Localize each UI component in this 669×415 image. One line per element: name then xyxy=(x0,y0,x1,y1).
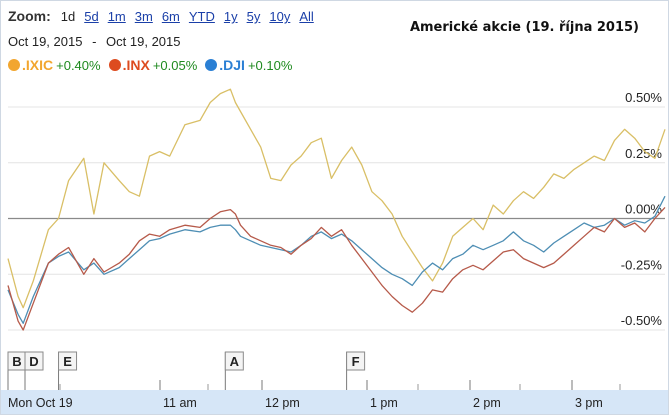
zoom-1d-button[interactable]: 1d xyxy=(60,9,76,24)
event-label: D xyxy=(29,354,38,369)
x-tick-label: 12 pm xyxy=(265,396,300,410)
event-flag-d xyxy=(24,351,44,371)
x-tick-label: 2 pm xyxy=(473,396,501,410)
zoom-1m-button[interactable]: 1m xyxy=(107,9,126,24)
zoom-bar: Zoom: 1d 5d 1m 3m 6m YTD 1y 5y 10y All xyxy=(8,8,323,24)
series-line-inx xyxy=(7,206,666,331)
event-flag-a xyxy=(224,351,244,371)
legend-dot-ixic xyxy=(8,59,20,71)
legend-name-dji: .DJI xyxy=(219,57,245,73)
legend-change-inx: +0.05% xyxy=(152,57,198,73)
y-tick-label: -0.50% xyxy=(621,313,663,328)
zoom-6m-button[interactable]: 6m xyxy=(161,9,180,24)
x-tick-label: 1 pm xyxy=(370,396,398,410)
event-label: F xyxy=(352,354,360,369)
zoom-1y-button[interactable]: 1y xyxy=(223,9,238,24)
x-axis-band xyxy=(1,390,668,414)
y-tick-label: 0.00% xyxy=(625,202,662,217)
zoom-all-button[interactable]: All xyxy=(299,9,314,24)
date-from: Oct 19, 2015 xyxy=(8,34,83,49)
date-to: Oct 19, 2015 xyxy=(106,34,181,49)
legend-item-inx[interactable]: .INX +0.05% xyxy=(108,57,198,73)
x-tick-label: 11 am xyxy=(163,396,197,410)
zoom-3m-button[interactable]: 3m xyxy=(134,9,153,24)
legend-item-ixic[interactable]: .IXIC +0.40% xyxy=(8,57,101,73)
legend-change-dji: +0.10% xyxy=(247,57,293,73)
zoom-10y-button[interactable]: 10y xyxy=(269,9,291,24)
legend-name-ixic: .IXIC xyxy=(22,57,54,73)
event-label: A xyxy=(230,354,240,369)
x-tick-label: 3 pm xyxy=(575,396,603,410)
zoom-label: Zoom: xyxy=(8,8,51,24)
event-flag-f xyxy=(346,351,366,371)
legend-item-dji[interactable]: .DJI +0.10% xyxy=(205,57,292,73)
legend-dot-dji xyxy=(205,59,218,71)
zoom-5y-button[interactable]: 5y xyxy=(246,9,261,24)
series-line-ixic xyxy=(7,88,666,309)
zoom-ytd-button[interactable]: YTD xyxy=(188,9,215,24)
chart-title: Americké akcie (19. října 2015) xyxy=(409,20,639,35)
legend-dot-inx xyxy=(108,59,121,71)
legend: .IXIC +0.40% .INX +0.05% .DJI +0.10% xyxy=(8,57,300,73)
date-separator: - xyxy=(92,34,97,49)
series-line-dji xyxy=(7,195,666,324)
y-tick-label: -0.25% xyxy=(621,257,663,272)
event-label: B xyxy=(12,354,21,369)
legend-name-inx: .INX xyxy=(122,57,150,73)
legend-change-ixic: +0.40% xyxy=(56,57,101,73)
event-flag-e xyxy=(58,351,78,371)
x-tick-label: Mon Oct 19 xyxy=(8,396,73,410)
date-range: Oct 19, 2015 - Oct 19, 2015 xyxy=(8,34,181,49)
event-label: E xyxy=(63,354,72,369)
zoom-5d-button[interactable]: 5d xyxy=(84,9,99,24)
y-tick-label: 0.50% xyxy=(625,90,662,105)
